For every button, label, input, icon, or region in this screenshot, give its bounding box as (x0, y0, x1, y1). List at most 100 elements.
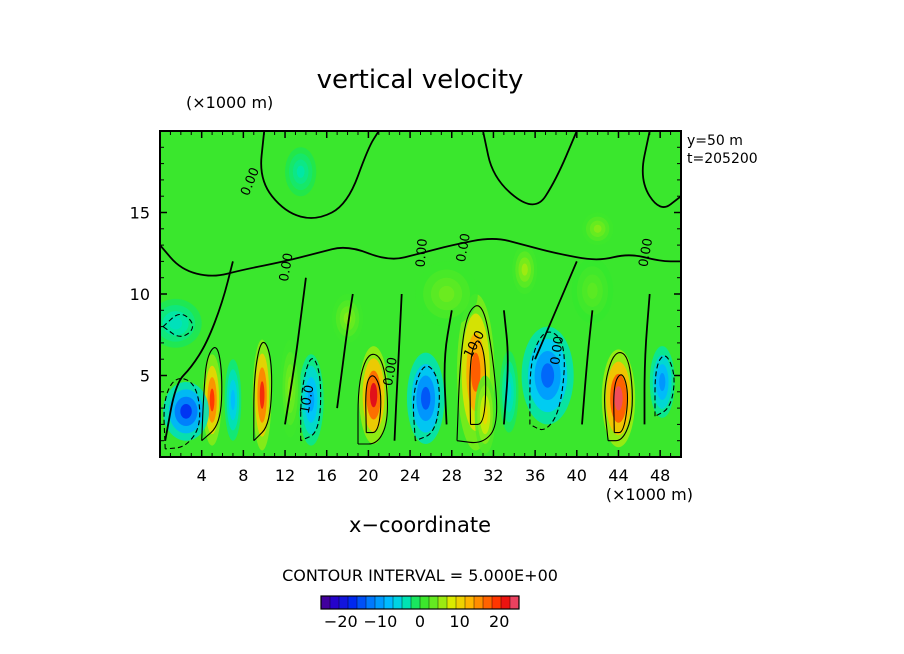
colorbar-segment (464, 595, 475, 610)
x-tick-label: 24 (400, 466, 420, 485)
contour-line (164, 261, 234, 441)
colorbar-segment (338, 595, 349, 610)
field-cell (471, 352, 481, 392)
annotation-t: t=205200 (687, 151, 758, 167)
x-tick-label: 8 (238, 466, 248, 485)
y-tick-label: 10 (130, 285, 150, 304)
annotation-y: y=50 m (687, 133, 743, 149)
x-tick-label: 32 (483, 466, 503, 485)
colorbar-segment (347, 595, 358, 610)
x-tick-label: 28 (442, 466, 462, 485)
field-cell (259, 381, 265, 409)
colorbar-segment (500, 595, 511, 610)
x-tick-label: 36 (525, 466, 545, 485)
colorbar-segment (446, 595, 457, 610)
field-cell (296, 165, 305, 178)
colorbar-tick-label: −20 (324, 612, 358, 631)
colorbar-segment (374, 595, 385, 610)
contour-line (300, 358, 322, 442)
contour-label: 0.00 (277, 252, 297, 283)
contour-line (456, 305, 498, 444)
field-cell (593, 224, 602, 233)
field-cell (521, 263, 528, 276)
colorbar-segment (383, 595, 394, 610)
field-cell (541, 363, 555, 388)
x-tick-label: 48 (650, 466, 670, 485)
colorbar-tick-label: 10 (449, 612, 469, 631)
heatmap-field (160, 131, 681, 457)
contour-line (529, 331, 565, 431)
contour-line (393, 293, 403, 441)
field-cell (421, 386, 431, 410)
colorbar-frame (320, 595, 520, 610)
contour-label: 0.00 (454, 232, 474, 263)
contour-line (469, 340, 487, 425)
field-cell (482, 404, 488, 425)
contour-line (534, 261, 578, 360)
contour-line (336, 293, 354, 409)
colorbar-tick-label: 20 (489, 612, 509, 631)
contour-line (253, 341, 273, 442)
x-tick-label: 12 (275, 466, 295, 485)
colorbar (320, 595, 520, 610)
contour-label: 0.00 (381, 356, 401, 387)
field-cell (587, 282, 598, 299)
colorbar-segment (437, 595, 448, 610)
field-cell (180, 404, 192, 419)
colorbar-segment (410, 595, 421, 610)
y-tick-label: 15 (130, 204, 150, 223)
colorbar-tick-label: 0 (415, 612, 425, 631)
contour-line (443, 310, 453, 425)
x-axis-ticks: 4 8 12 16 20 24 28 32 36 40 44 48 (169, 131, 672, 485)
x-axis-label: x−coordinate (349, 513, 491, 537)
colorbar-segment (491, 595, 502, 610)
contour-line (654, 355, 675, 417)
colorbar-segment (419, 595, 430, 610)
colorbar-segment (455, 595, 466, 610)
contour-line (357, 353, 389, 445)
contour-line (503, 310, 509, 425)
contour-label: 0.00 (636, 237, 656, 268)
colorbar-tick-labels: −20 −10 0 10 20 (324, 612, 509, 631)
x-tick-label: 40 (567, 466, 587, 485)
x-axis-unit: (×1000 m) (606, 485, 693, 504)
colorbar-segment (320, 595, 331, 610)
contour-line (641, 131, 681, 208)
colorbar-segment (482, 595, 493, 610)
x-tick-label: 16 (317, 466, 337, 485)
contour-line (160, 238, 681, 277)
colorbar-segment (356, 595, 367, 610)
field-cell (506, 381, 512, 402)
contour-line (365, 375, 382, 434)
field-cell (614, 386, 623, 411)
contour-line (581, 310, 594, 425)
contour-line (201, 347, 223, 442)
contour-label: 0.00 (548, 335, 567, 366)
colorbar-segment (365, 595, 376, 610)
contour-line (482, 131, 578, 206)
field-cell (209, 388, 215, 412)
x-tick-label: 44 (608, 466, 628, 485)
contour-label: 10.0 (298, 384, 318, 415)
contour-line (604, 352, 633, 442)
y-tick-label: 5 (140, 367, 150, 386)
field-cell (659, 373, 666, 391)
colorbar-segment (392, 595, 403, 610)
contour-line (163, 378, 201, 450)
chart-title: vertical velocity (317, 65, 524, 95)
contour-line (284, 277, 307, 425)
colorbar-segment (401, 595, 412, 610)
field-cell (169, 317, 183, 330)
field-cell (369, 382, 378, 408)
field-cell (230, 389, 236, 411)
y-axis-ticks: 5 10 15 (130, 146, 681, 442)
colorbar-segment (329, 595, 340, 610)
x-tick-label: 20 (358, 466, 378, 485)
contour-line (260, 131, 380, 219)
contour-lines (160, 131, 681, 450)
contour-line (613, 374, 629, 434)
colorbar-segment (509, 595, 520, 610)
x-tick-label: 4 (197, 466, 207, 485)
colorbar-tick-label: −10 (364, 612, 398, 631)
